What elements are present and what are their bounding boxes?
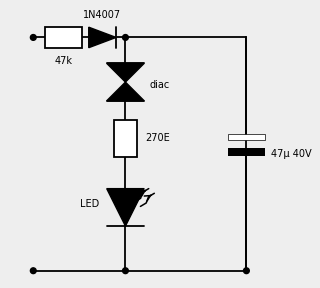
Polygon shape [89,27,116,48]
FancyBboxPatch shape [228,134,265,140]
Polygon shape [107,63,144,82]
Text: 270E: 270E [146,133,170,143]
Polygon shape [107,189,144,226]
Text: diac: diac [150,80,170,90]
Circle shape [30,35,36,40]
Text: LED: LED [80,200,99,209]
Text: 47k: 47k [54,56,73,66]
FancyBboxPatch shape [114,120,137,157]
Circle shape [30,268,36,274]
Circle shape [123,268,128,274]
Circle shape [123,35,128,40]
Text: 47μ 40V: 47μ 40V [271,149,311,159]
Circle shape [244,268,249,274]
FancyBboxPatch shape [45,27,82,48]
Text: 1N4007: 1N4007 [83,10,122,20]
Polygon shape [107,82,144,101]
FancyBboxPatch shape [228,148,265,156]
